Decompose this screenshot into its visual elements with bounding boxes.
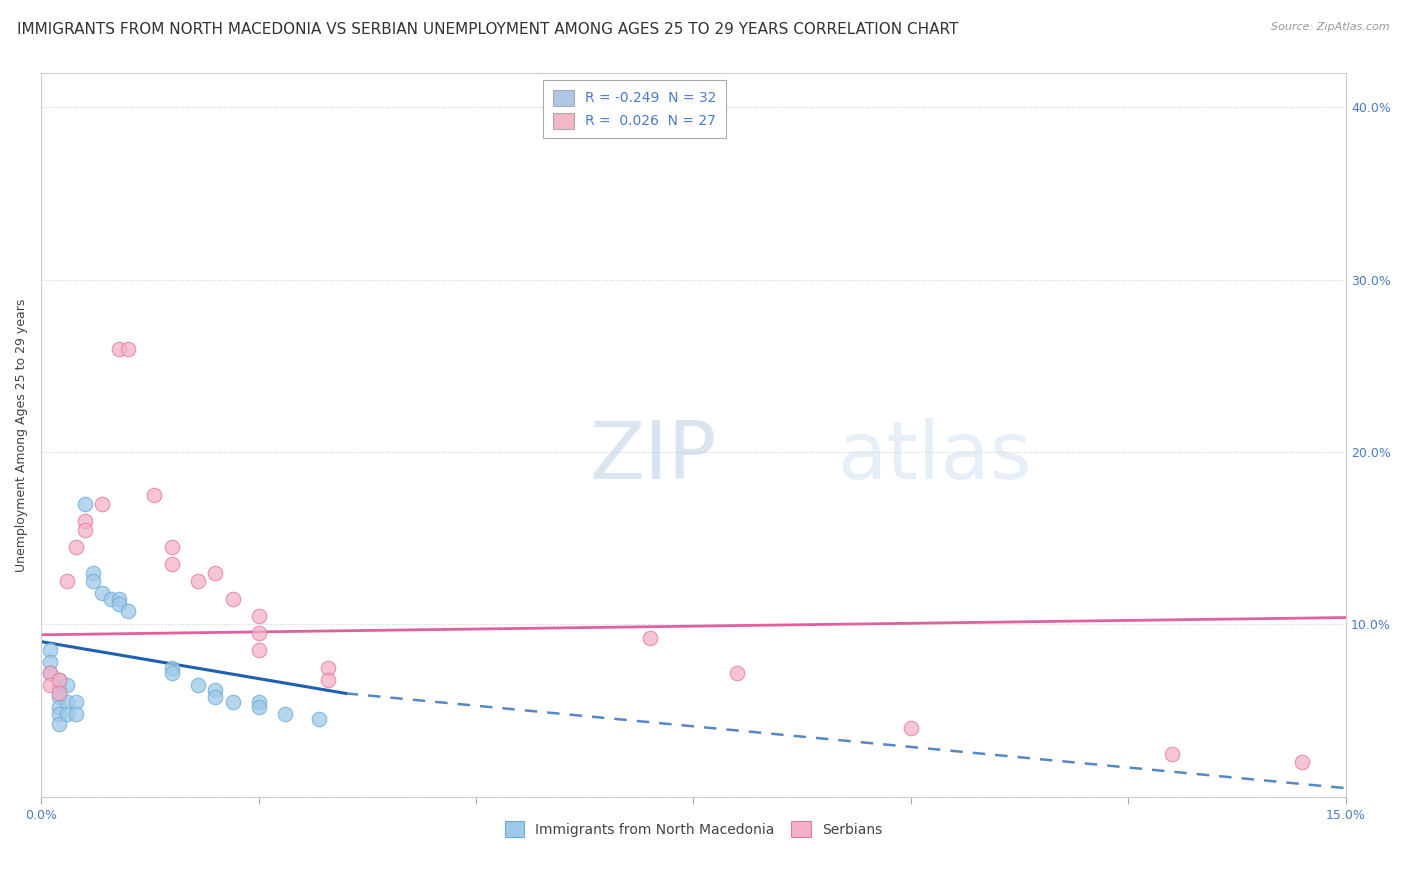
Point xyxy=(725,665,748,680)
Point xyxy=(91,586,114,600)
Point xyxy=(48,673,70,687)
Point xyxy=(65,540,87,554)
Text: IMMIGRANTS FROM NORTH MACEDONIA VS SERBIAN UNEMPLOYMENT AMONG AGES 25 TO 29 YEAR: IMMIGRANTS FROM NORTH MACEDONIA VS SERBI… xyxy=(17,22,959,37)
Point xyxy=(108,597,131,611)
Point xyxy=(247,700,270,714)
Point xyxy=(48,717,70,731)
Point xyxy=(38,665,60,680)
Point xyxy=(56,574,79,589)
Point xyxy=(900,721,922,735)
Point xyxy=(56,695,79,709)
Point xyxy=(273,706,295,721)
Point xyxy=(82,566,104,580)
Point xyxy=(221,695,243,709)
Point xyxy=(204,566,226,580)
Point xyxy=(316,673,339,687)
Point xyxy=(1160,747,1182,761)
Point xyxy=(100,591,122,606)
Point xyxy=(73,523,96,537)
Point xyxy=(638,631,661,645)
Point xyxy=(247,695,270,709)
Text: ZIP: ZIP xyxy=(589,417,717,496)
Point xyxy=(108,591,131,606)
Point xyxy=(48,686,70,700)
Point xyxy=(56,678,79,692)
Point xyxy=(48,700,70,714)
Point xyxy=(108,342,131,356)
Point xyxy=(308,712,330,726)
Point xyxy=(38,643,60,657)
Point xyxy=(82,574,104,589)
Point xyxy=(247,626,270,640)
Point xyxy=(204,690,226,704)
Point xyxy=(204,682,226,697)
Point xyxy=(160,665,183,680)
Text: Source: ZipAtlas.com: Source: ZipAtlas.com xyxy=(1271,22,1389,32)
Point xyxy=(160,660,183,674)
Point xyxy=(73,514,96,528)
Point xyxy=(48,681,70,696)
Point xyxy=(56,706,79,721)
Point xyxy=(143,488,166,502)
Point xyxy=(316,660,339,674)
Point xyxy=(38,656,60,670)
Point xyxy=(48,690,70,704)
Text: atlas: atlas xyxy=(837,417,1031,496)
Point xyxy=(38,678,60,692)
Point xyxy=(1291,756,1313,770)
Point xyxy=(247,643,270,657)
Point xyxy=(65,695,87,709)
Point xyxy=(247,608,270,623)
Y-axis label: Unemployment Among Ages 25 to 29 years: Unemployment Among Ages 25 to 29 years xyxy=(15,298,28,572)
Point xyxy=(221,591,243,606)
Point xyxy=(117,342,139,356)
Point xyxy=(160,540,183,554)
Point xyxy=(160,557,183,571)
Point xyxy=(91,497,114,511)
Legend: Immigrants from North Macedonia, Serbians: Immigrants from North Macedonia, Serbian… xyxy=(498,814,889,844)
Point xyxy=(187,574,209,589)
Point xyxy=(73,497,96,511)
Point xyxy=(187,678,209,692)
Point xyxy=(38,665,60,680)
Point xyxy=(65,706,87,721)
Point xyxy=(48,706,70,721)
Point xyxy=(48,673,70,687)
Point xyxy=(117,604,139,618)
